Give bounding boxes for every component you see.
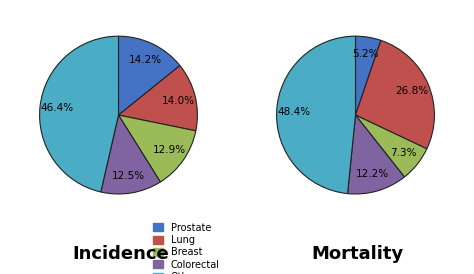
Text: Mortality: Mortality (312, 245, 404, 263)
Text: 12.2%: 12.2% (356, 169, 389, 179)
Text: 26.8%: 26.8% (396, 86, 429, 96)
Wedge shape (118, 65, 197, 131)
Text: 48.4%: 48.4% (277, 107, 310, 117)
Wedge shape (118, 115, 196, 182)
Text: 14.2%: 14.2% (128, 55, 162, 65)
Text: Incidence: Incidence (73, 245, 169, 263)
Text: 14.0%: 14.0% (162, 96, 195, 105)
Text: 12.9%: 12.9% (153, 145, 186, 155)
Wedge shape (101, 115, 160, 194)
Text: 12.5%: 12.5% (112, 171, 145, 181)
Wedge shape (118, 36, 180, 115)
Wedge shape (356, 40, 434, 149)
Wedge shape (347, 115, 404, 194)
Text: 7.3%: 7.3% (391, 149, 417, 158)
Text: 46.4%: 46.4% (41, 103, 74, 113)
Wedge shape (356, 36, 381, 115)
Wedge shape (277, 36, 356, 194)
Text: 5.2%: 5.2% (352, 49, 379, 59)
Wedge shape (40, 36, 118, 192)
Wedge shape (356, 115, 427, 177)
Legend: Prostate, Lung, Breast, Colorectal, Other: Prostate, Lung, Breast, Colorectal, Othe… (153, 222, 220, 274)
